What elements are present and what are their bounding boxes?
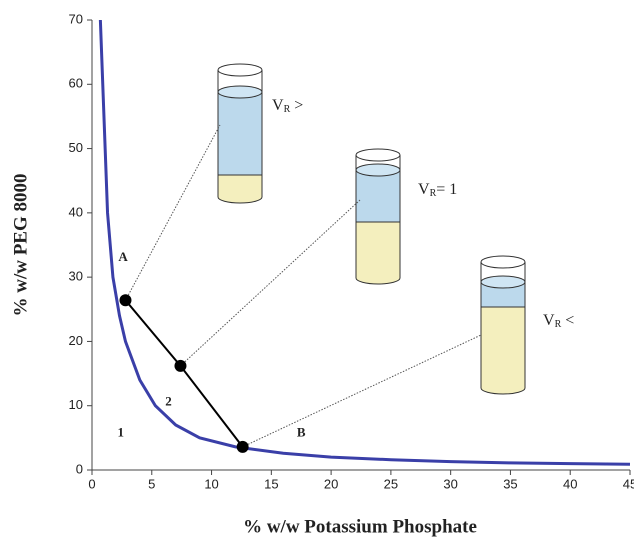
label-sub: R: [430, 188, 437, 199]
label-main: V: [272, 97, 284, 114]
tube-yellow: [217, 174, 263, 204]
y-tick-label: 50: [69, 140, 83, 155]
tube-rim: [217, 63, 263, 77]
x-tick-label: 20: [324, 476, 338, 491]
y-tick-label: 10: [69, 397, 83, 412]
y-tick-label: 70: [69, 11, 83, 26]
label-sub: R: [284, 104, 291, 115]
x-tick-label: 10: [204, 476, 218, 491]
label-rest: >: [290, 97, 303, 114]
label-rest: = 1: [436, 181, 457, 198]
tie-point: [119, 294, 132, 307]
tube-meniscus: [480, 275, 526, 289]
x-tick-label: 5: [148, 476, 155, 491]
tube-rim: [355, 148, 401, 162]
tube-blue: [217, 91, 263, 176]
tube-yellow: [480, 306, 526, 395]
tube-blue: [355, 169, 401, 223]
leader-line: [125, 124, 221, 301]
series-line: [124, 299, 244, 448]
tube-meniscus: [355, 163, 401, 177]
x-axis-title: % w/w Potassium Phosphate: [243, 516, 477, 537]
tube-yellow: [355, 221, 401, 285]
y-axis-title: % w/w PEG 8000: [10, 173, 31, 316]
tie-point: [174, 359, 187, 372]
phase-label: VR <: [543, 312, 574, 331]
phase-label: VR >: [272, 97, 303, 116]
label-main: V: [418, 181, 430, 198]
tube-rim: [480, 255, 526, 269]
x-tick-label: 15: [264, 476, 278, 491]
leader-line: [180, 199, 361, 367]
x-tick-label: 35: [503, 476, 517, 491]
x-tick-label: 25: [384, 476, 398, 491]
y-tick-label: 40: [69, 204, 83, 219]
x-tick-label: 45: [623, 476, 634, 491]
series-line: [98, 19, 631, 466]
annotation: B: [297, 424, 306, 439]
y-tick-label: 0: [76, 461, 83, 476]
label-main: V: [543, 312, 555, 329]
annotation: 1: [117, 424, 124, 439]
x-tick-label: 40: [563, 476, 577, 491]
label-rest: <: [561, 312, 574, 329]
phase-label: VR= 1: [418, 181, 457, 200]
tube-meniscus: [217, 85, 263, 99]
y-tick-label: 60: [69, 76, 83, 91]
x-tick-label: 30: [443, 476, 457, 491]
tie-point: [236, 440, 249, 453]
annotation: 2: [165, 393, 172, 408]
label-sub: R: [555, 319, 562, 330]
y-tick-label: 30: [69, 269, 83, 284]
y-tick-label: 20: [69, 333, 83, 348]
annotation: A: [118, 249, 128, 264]
leader-line: [242, 334, 482, 448]
x-tick-label: 0: [88, 476, 95, 491]
